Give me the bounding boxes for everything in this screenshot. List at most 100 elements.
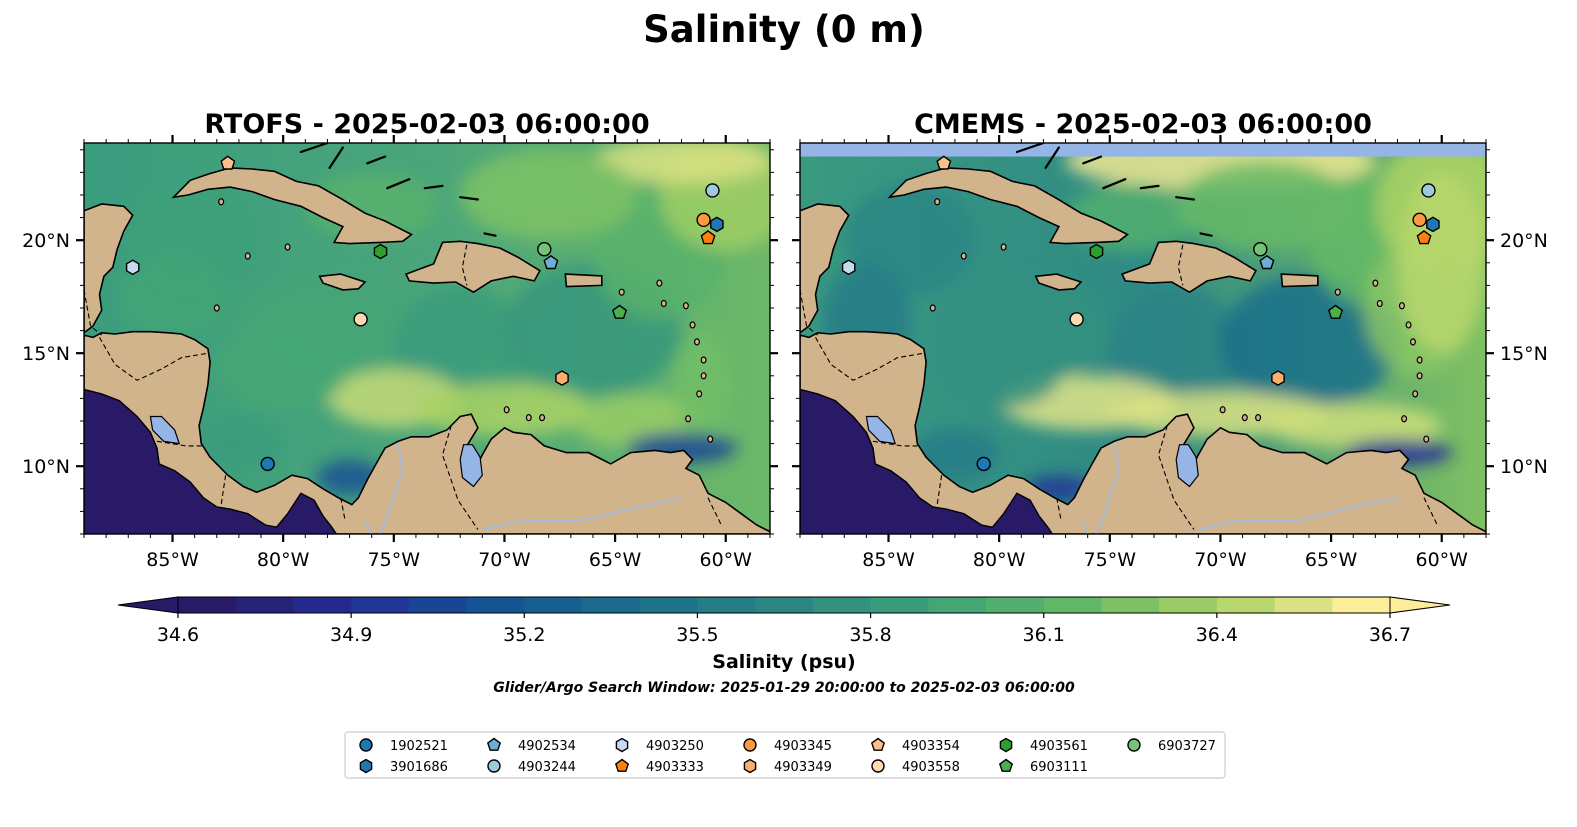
bahamas-island [1044,146,1061,169]
lon-tick-label: 70°W [478,549,531,571]
figure-title: Salinity (0 m) [643,8,925,51]
colorbar-segment [1274,597,1333,613]
colorbar-segment [178,597,237,613]
legend-item-4903558: 4903558 [871,759,960,775]
land [800,167,1486,534]
country-border [220,475,227,505]
legend-marker [1127,738,1141,752]
island [1409,338,1416,346]
map-frame [83,142,771,535]
colorbar-frame [177,596,1391,614]
lon-tick-label: 65°W [1305,549,1358,571]
colorbar-segment [235,597,295,613]
country-border [872,440,920,447]
colorbar-segment [466,597,525,613]
country-border [99,337,208,381]
island [656,279,663,287]
river [364,519,373,534]
legend-item-6903111: 6903111 [998,758,1088,775]
island [539,414,546,422]
colorbar-segment [408,597,468,613]
lat-tick-label: 15°N [22,343,70,365]
colorbar-segment [1043,597,1103,613]
float-marker-4903558 [1069,312,1084,327]
lon-tick-label: 60°W [700,549,753,571]
island [1241,414,1248,422]
search-window-caption: Glider/Argo Search Window: 2025-01-29 20… [493,680,1075,696]
bahamas-island [1175,196,1196,201]
island [1000,243,1007,251]
country-border [1056,497,1062,521]
float-marker-4903345 [696,212,711,228]
colorbar-segment [1159,597,1218,613]
country-border [441,425,479,530]
legend-item-3901686: 3901686 [359,758,448,775]
island [1412,390,1419,398]
float-marker-4903354 [220,155,236,170]
legend-label: 4902534 [518,739,576,754]
lat-tick-label: 15°N [1500,343,1548,365]
country-border [461,244,468,286]
island [696,390,703,398]
river [1095,443,1120,534]
map-panel-cmems: CMEMS - 2025-02-03 06:00:00 85°W 80°W 75°W 7… [792,109,1548,571]
bahamas-island [1102,178,1127,190]
island [284,243,291,251]
colorbar-extend-high [1389,596,1451,614]
float-marker-6903111 [1327,304,1344,319]
country-border [936,475,943,505]
lon-tick-label: 85°W [146,549,199,571]
float-marker-6903111 [611,304,628,319]
float-marker-4903561 [373,243,388,260]
island [525,414,532,422]
lon-tick-label: 65°W [589,549,642,571]
colorbar-tick-label: 35.5 [676,624,718,646]
island [685,415,692,423]
country-border [800,289,819,336]
float-marker-1902521 [976,456,991,472]
colorbar-segment [1332,597,1391,613]
colorbar-tick-label: 36.4 [1196,624,1238,646]
island [700,372,707,380]
lon-tick-label: 75°W [368,549,421,571]
legend-label: 6903111 [1030,760,1088,775]
island [218,198,225,206]
legend-marker [487,759,501,773]
island [1219,406,1226,414]
bahamas-island [386,178,411,190]
legend-item-4902534: 4902534 [486,737,576,754]
lake [459,444,483,488]
legend-marker [359,738,373,752]
colorbar-segment [524,597,583,613]
lon-tick-label: 85°W [862,549,915,571]
bahamas-island [483,232,497,237]
colorbar-segment [351,597,410,613]
legend-item-4903561: 4903561 [999,737,1088,754]
bahamas-island [1139,184,1160,190]
river [379,443,404,534]
panel-title-rtofs: RTOFS - 2025-02-03 06:00:00 [204,109,649,140]
colorbar-segment [1101,597,1160,613]
legend-item-4903349: 4903349 [743,758,832,775]
country-border [1157,425,1195,530]
colorbar-segment [1216,597,1276,613]
legend-label: 4903561 [1030,739,1088,754]
bahamas-island [1015,143,1045,154]
bahamas-island [459,196,479,201]
island [1376,299,1383,308]
float-marker-4903250 [841,259,856,276]
legend-label: 4903354 [902,739,960,754]
float-marker-4902534 [543,254,559,270]
legend-marker [871,759,885,773]
land [84,167,770,534]
float-marker-3901686 [710,216,724,233]
float-marker-4903333 [1416,230,1432,245]
colorbar-label: Salinity (psu) [712,651,855,673]
island [929,304,936,312]
lake [1175,444,1199,488]
legend-label: 1902521 [390,739,448,754]
colorbar-extend-low [117,596,179,614]
island [1398,302,1405,310]
island [1334,288,1341,296]
